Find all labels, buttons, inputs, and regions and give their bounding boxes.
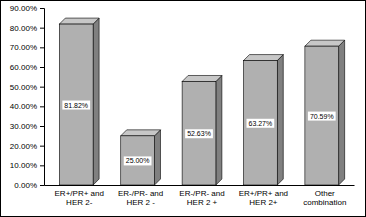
y-tick-mark [40,185,44,186]
y-tick-label: 70.00% [10,43,37,52]
x-axis [45,185,355,187]
bar [244,61,278,185]
y-tick-label: 10.00% [10,161,37,170]
data-label-box [185,129,213,138]
bar-side [339,40,345,185]
x-axis-line [45,185,355,186]
data-label: 70.59% [310,113,334,120]
bar [59,24,93,185]
bar [305,46,339,185]
data-label-group: 63.27% [247,119,275,128]
y-tick: 20.00% [10,142,44,151]
y-tick-mark [40,146,44,147]
bar-side [216,75,222,185]
y-tick-mark [40,106,44,107]
bar-side [277,55,283,185]
y-tick-label: 90.00% [10,4,37,13]
x-tick-label: ER+/PR+ andHER 2- [55,189,104,207]
y-tick: 0.00% [14,181,44,190]
y-tick: 30.00% [10,122,44,131]
data-label: 25.00% [126,157,150,164]
bar-side [154,130,160,185]
y-tick-mark [40,28,44,29]
data-label-group: 25.00% [124,156,152,165]
y-tick: 70.00% [10,43,44,52]
y-tick-label: 40.00% [10,102,37,111]
bar-top [59,18,99,24]
data-label: 81.82% [64,102,88,109]
data-label: 52.63% [187,130,211,137]
y-tick-mark [40,165,44,166]
y-tick-mark [40,8,44,9]
x-tick-label: ER-/PR- andHER 2 - [118,189,163,207]
y-tick-mark [40,126,44,127]
y-axis-line [40,9,45,186]
y-tick: 40.00% [10,102,44,111]
y-tick: 50.00% [10,83,44,92]
chart: 81.82% 25.00% 52.63% 63.27% 70.59% 0.00% 10.00… [0,0,366,217]
y-tick: 80.00% [10,24,44,33]
y-tick-label: 20.00% [10,142,37,151]
x-tick-labels: ER+/PR+ andHER 2- ER-/PR- andHER 2 - ER-/P… [55,189,347,207]
bar-top [305,40,345,46]
y-tick: 10.00% [10,161,44,170]
y-tick-label: 50.00% [10,83,37,92]
bar-top [244,55,284,61]
y-tick-mark [40,87,44,88]
y-tick-label: 60.00% [10,63,37,72]
y-tick: 90.00% [10,4,44,13]
y-tick-label: 0.00% [14,181,37,190]
data-label-group: 52.63% [185,129,213,138]
bar-top [121,130,161,136]
y-axis: 0.00% 10.00% 20.00% 30.00% 40.00% 50.00% 60.00… [10,4,45,190]
chart-border [1,1,366,217]
bar [182,81,216,185]
data-label-group: 70.59% [308,112,336,121]
data-label-box [247,119,275,128]
x-tick-label: ER-/PR- andHER 2 + [179,189,224,207]
bar-side [93,18,99,185]
bar [121,136,155,185]
data-label-box [62,101,90,110]
y-tick-label: 80.00% [10,24,37,33]
data-label: 63.27% [249,120,273,127]
bar-top [182,75,222,81]
y-tick-mark [40,47,44,48]
data-label-box [308,112,336,121]
data-label-group: 81.82% [62,101,90,110]
data-labels: 81.82% 25.00% 52.63% 63.27% 70.59% [62,101,335,166]
y-tick-mark [40,67,44,68]
x-tick-label: ER+/PR+ andHER 2+ [239,189,288,207]
y-tick-label: 30.00% [10,122,37,131]
bars [59,18,344,185]
x-tick-label: Othercombination [303,189,346,207]
data-label-box [124,156,152,165]
y-tick: 60.00% [10,63,44,72]
